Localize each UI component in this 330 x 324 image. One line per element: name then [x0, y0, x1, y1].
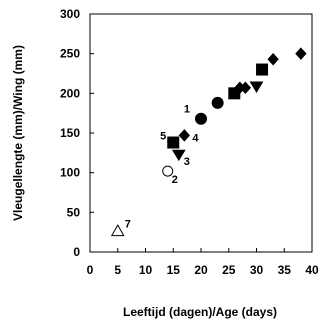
- data-point-square: [256, 63, 269, 76]
- point-annotation: 1: [184, 104, 190, 116]
- x-tick-label: 20: [194, 263, 208, 277]
- x-tick-label: 35: [278, 263, 292, 277]
- point-annotation: 2: [172, 174, 178, 186]
- x-tick-label: 40: [305, 263, 319, 277]
- point-annotation: 4: [192, 132, 199, 144]
- point-annotation: 5: [160, 131, 166, 143]
- y-tick-label: 100: [60, 166, 80, 180]
- data-point-diamond: [178, 129, 191, 142]
- x-tick-label: 15: [167, 263, 181, 277]
- data-points: [110, 47, 307, 237]
- y-axis: 0 50 100 150 200 250 300: [60, 7, 94, 259]
- data-point-open-triangle: [110, 224, 125, 237]
- y-tick-label: 200: [60, 86, 80, 100]
- point-annotation: 7: [125, 219, 131, 231]
- data-point-diamond: [267, 52, 279, 66]
- data-point-diamond: [239, 81, 252, 95]
- x-axis: 0 5 10 15 20 25 30 35 40: [87, 248, 319, 277]
- y-tick-label: 250: [60, 47, 80, 61]
- data-point-triangle-down: [249, 81, 264, 93]
- x-tick-label: 30: [250, 263, 264, 277]
- x-tick-label: 25: [222, 263, 236, 277]
- point-annotation: 3: [184, 156, 190, 168]
- plot-frame: [89, 13, 313, 253]
- point-annotations: 1 234 5 7: [125, 104, 200, 231]
- x-axis-title: Leeftijd (dagen)/Age (days): [123, 305, 277, 319]
- y-axis-title: Vleugellengte (mm)/Wing (mm): [11, 45, 25, 221]
- data-point-triangle-down: [171, 149, 186, 162]
- data-point-circle: [195, 112, 207, 125]
- y-tick-label: 50: [67, 205, 81, 219]
- data-point-diamond: [295, 47, 307, 60]
- data-point-circle: [211, 96, 224, 109]
- x-tick-label: 5: [114, 263, 121, 277]
- data-point-square: [167, 136, 180, 149]
- y-tick-label: 300: [60, 7, 80, 21]
- x-tick-label: 10: [139, 263, 153, 277]
- data-point-open-circle: [162, 165, 174, 177]
- x-tick-label: 0: [87, 263, 94, 277]
- y-tick-label: 150: [60, 126, 80, 140]
- y-tick-label: 0: [73, 245, 80, 259]
